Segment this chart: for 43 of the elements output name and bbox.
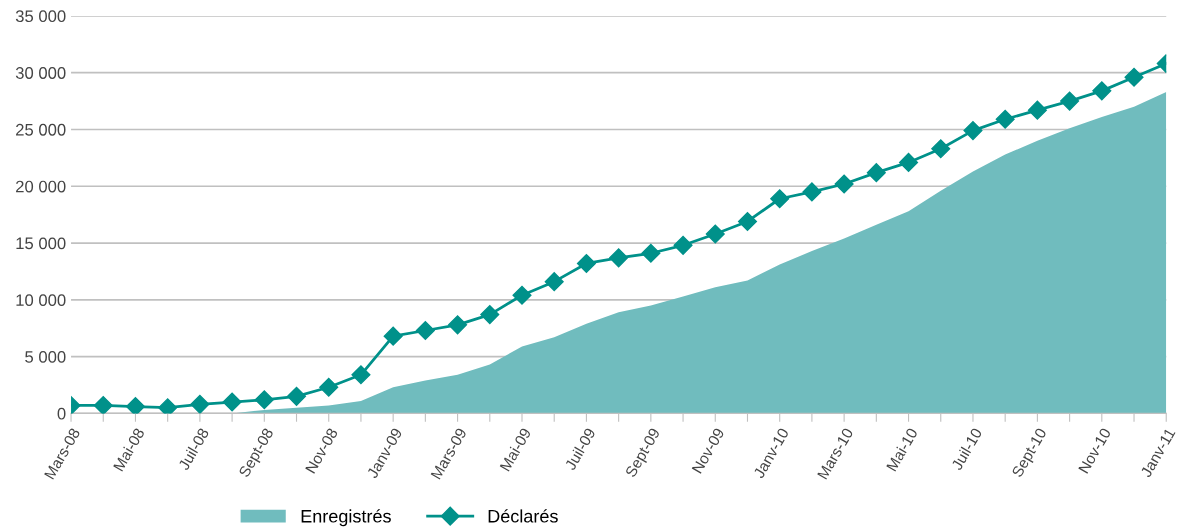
point [770,189,790,209]
point [1124,67,1144,87]
y-tick-label: 25 000 [16,123,66,136]
point [866,163,886,183]
point [705,224,725,244]
point [512,285,532,305]
y-tick-label: 5 000 [25,351,66,363]
y-tick-label: 35 000 [15,10,66,23]
point [802,182,822,202]
point [351,365,371,385]
point [995,109,1015,129]
point [190,394,210,414]
point [286,386,307,406]
y-tick-label: 20 000 [16,180,66,193]
point [1092,81,1112,101]
legend-label: Déclarés [488,509,558,523]
point [93,395,113,414]
y-tick-label: 30 000 [15,67,66,79]
point [931,139,951,159]
point [737,211,758,231]
point [576,253,596,274]
legend-label: Enregistrés [301,509,391,527]
point [1027,100,1047,120]
y-tick-label: 0 [57,407,66,420]
y-tick-label: 10 000 [16,294,66,307]
point [415,320,435,341]
point [448,315,468,335]
point [899,152,919,172]
point [673,235,693,255]
point [609,248,629,268]
point [319,377,339,397]
point [834,174,854,194]
point [1060,91,1080,111]
point [641,243,661,263]
point [254,390,274,410]
y-tick-label: 15 000 [16,237,66,250]
point [125,397,145,414]
point [158,398,178,414]
point [544,272,564,292]
point [383,326,403,346]
point [480,305,500,325]
point [222,392,242,412]
point [963,121,983,141]
